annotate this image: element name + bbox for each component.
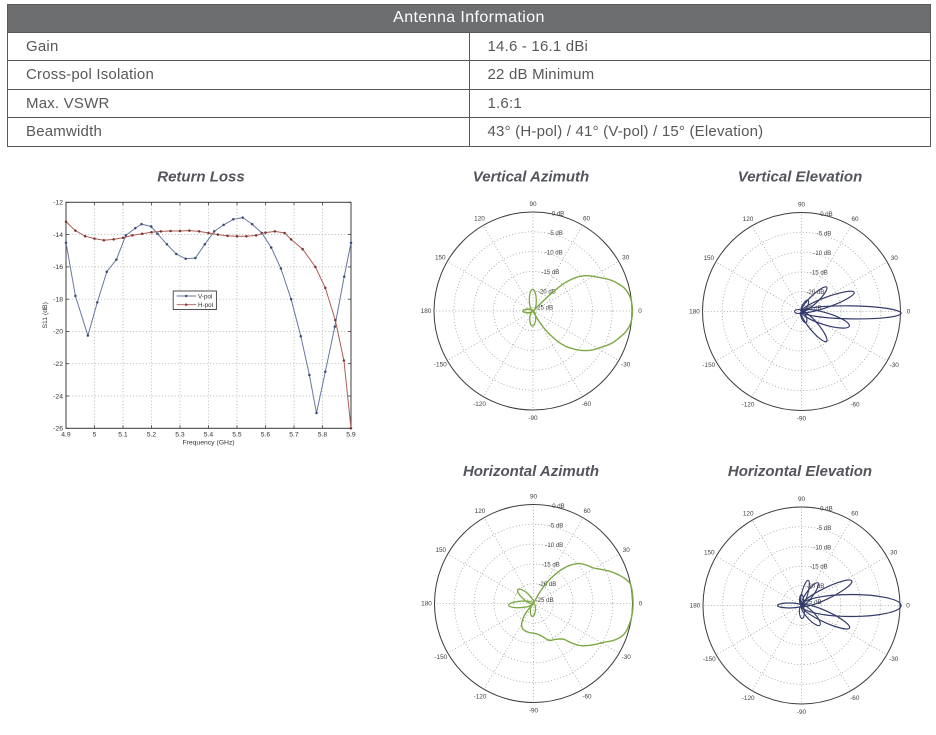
svg-text:90: 90 [798, 202, 806, 209]
svg-text:180: 180 [689, 309, 700, 316]
svg-text:5.8: 5.8 [318, 431, 328, 438]
svg-text:120: 120 [475, 508, 486, 515]
svg-text:60: 60 [583, 216, 591, 223]
svg-text:-150: -150 [703, 656, 716, 663]
svg-text:Return Loss: Return Loss [157, 169, 245, 186]
svg-text:5.5: 5.5 [232, 431, 242, 438]
svg-text:4.9: 4.9 [61, 431, 71, 438]
svg-text:S11 (dB): S11 (dB) [42, 302, 49, 328]
svg-text:Vertical Azimuth: Vertical Azimuth [473, 169, 589, 186]
svg-text:60: 60 [851, 511, 859, 518]
svg-text:-5 dB: -5 dB [549, 523, 564, 530]
svg-text:-25 dB: -25 dB [804, 305, 822, 312]
svg-text:5.7: 5.7 [289, 431, 299, 438]
svg-text:-30: -30 [622, 654, 632, 661]
svg-text:90: 90 [798, 496, 806, 503]
svg-text:-10 dB: -10 dB [545, 250, 563, 257]
svg-text:0 dB: 0 dB [552, 503, 565, 510]
svg-text:-90: -90 [529, 708, 539, 715]
svg-text:150: 150 [704, 550, 715, 557]
svg-text:-150: -150 [434, 362, 447, 369]
svg-text:-15 dB: -15 dB [541, 269, 559, 276]
svg-text:-16: -16 [53, 264, 63, 271]
svg-text:Frequency (GHz): Frequency (GHz) [182, 439, 234, 446]
svg-text:90: 90 [530, 494, 538, 501]
svg-text:-14: -14 [53, 232, 63, 239]
svg-text:5.4: 5.4 [204, 431, 214, 438]
svg-text:150: 150 [435, 255, 446, 262]
svg-text:V-pol: V-pol [198, 293, 212, 300]
svg-text:-20 dB: -20 dB [538, 581, 556, 588]
svg-text:-5 dB: -5 dB [548, 230, 563, 237]
svg-text:-60: -60 [582, 693, 592, 700]
svg-text:-60: -60 [850, 695, 860, 702]
svg-text:-150: -150 [434, 654, 447, 661]
svg-text:-90: -90 [528, 415, 538, 422]
svg-text:-10 dB: -10 dB [545, 542, 563, 549]
svg-text:5: 5 [93, 431, 97, 438]
svg-text:5.2: 5.2 [147, 431, 157, 438]
svg-text:-90: -90 [797, 416, 807, 423]
svg-text:150: 150 [703, 255, 714, 262]
svg-text:-30: -30 [889, 656, 899, 663]
svg-text:120: 120 [743, 511, 754, 518]
svg-text:30: 30 [622, 255, 630, 262]
svg-text:-25 dB: -25 dB [804, 599, 822, 606]
svg-text:30: 30 [623, 547, 631, 554]
svg-text:-60: -60 [850, 401, 860, 408]
svg-text:90: 90 [529, 201, 537, 208]
svg-text:Horizontal Elevation: Horizontal Elevation [728, 463, 872, 480]
svg-text:-120: -120 [742, 401, 755, 408]
svg-text:-22: -22 [53, 361, 63, 368]
svg-text:-20: -20 [53, 329, 63, 336]
svg-text:-120: -120 [473, 401, 486, 408]
svg-text:-20 dB: -20 dB [806, 583, 824, 590]
svg-text:5.9: 5.9 [346, 431, 356, 438]
svg-text:-12: -12 [53, 200, 63, 207]
svg-text:-5 dB: -5 dB [817, 231, 832, 238]
svg-text:180: 180 [421, 601, 432, 608]
svg-text:Vertical Elevation: Vertical Elevation [738, 169, 863, 186]
svg-text:-30: -30 [890, 362, 900, 369]
svg-text:-60: -60 [582, 401, 592, 408]
svg-text:60: 60 [583, 508, 591, 515]
svg-text:-10 dB: -10 dB [813, 544, 831, 551]
svg-text:H-pol: H-pol [198, 302, 213, 309]
svg-text:0 dB: 0 dB [820, 506, 833, 513]
svg-text:-150: -150 [702, 362, 715, 369]
svg-text:30: 30 [890, 550, 898, 557]
svg-text:150: 150 [435, 547, 446, 554]
svg-text:120: 120 [743, 216, 754, 223]
svg-text:-24: -24 [53, 393, 63, 400]
svg-text:30: 30 [891, 255, 899, 262]
svg-text:0: 0 [907, 309, 911, 316]
svg-text:0: 0 [639, 601, 643, 608]
svg-text:0: 0 [906, 603, 910, 610]
svg-text:0 dB: 0 dB [820, 211, 833, 218]
svg-text:-25 dB: -25 dB [536, 597, 554, 604]
svg-text:-18: -18 [53, 297, 63, 304]
svg-text:-26: -26 [53, 426, 63, 433]
svg-text:-5 dB: -5 dB [817, 525, 832, 532]
svg-text:5.1: 5.1 [118, 431, 128, 438]
svg-text:120: 120 [474, 216, 485, 223]
svg-text:-10 dB: -10 dB [813, 250, 831, 257]
svg-text:-90: -90 [797, 709, 807, 716]
svg-text:-15 dB: -15 dB [542, 562, 560, 569]
svg-text:-20 dB: -20 dB [538, 289, 556, 296]
svg-text:180: 180 [690, 603, 701, 610]
svg-text:-15 dB: -15 dB [810, 270, 828, 277]
svg-text:0: 0 [638, 308, 642, 315]
svg-text:180: 180 [421, 308, 432, 315]
svg-text:-120: -120 [474, 693, 487, 700]
svg-text:-15 dB: -15 dB [810, 564, 828, 571]
svg-text:-25 dB: -25 dB [535, 305, 553, 312]
svg-text:-30: -30 [621, 362, 631, 369]
svg-text:0 dB: 0 dB [552, 211, 565, 218]
svg-text:5.3: 5.3 [175, 431, 185, 438]
svg-text:-120: -120 [742, 695, 755, 702]
svg-text:5.6: 5.6 [261, 431, 271, 438]
svg-text:Horizontal Azimuth: Horizontal Azimuth [463, 463, 599, 480]
svg-text:60: 60 [851, 216, 859, 223]
